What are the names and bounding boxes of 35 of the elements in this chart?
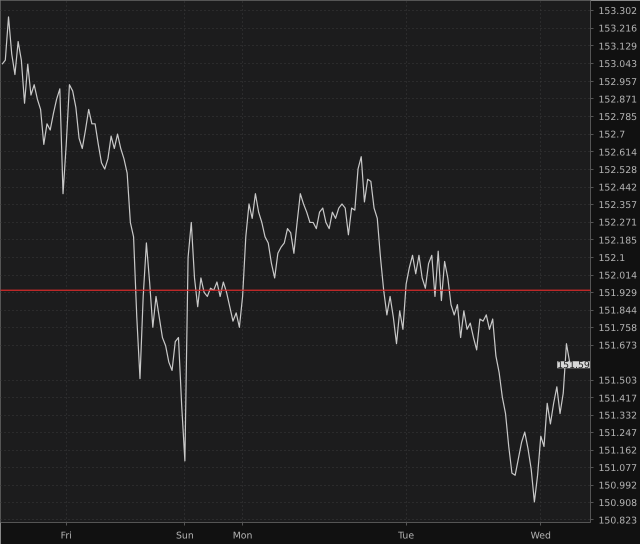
y-tick-label: 153.043 [598,59,638,70]
y-tick-label: 151.673 [598,340,638,352]
y-tick-label: 151.162 [598,446,638,457]
y-tick-label: 152.957 [598,76,638,88]
y-tick-label: 150.823 [598,515,638,526]
y-tick-label: 152.442 [598,182,638,194]
y-tick-label: 151.417 [598,393,638,404]
y-tick-label: 150.992 [598,480,638,492]
y-tick-label: 153.302 [598,6,638,17]
y-tick-label: 152.357 [598,200,638,212]
y-tick-label: 151.844 [598,306,638,316]
y-tick-label: 152.185 [598,235,638,246]
y-tick-label: 151.758 [598,323,638,334]
y-tick-label: 152.871 [598,94,638,106]
y-tick-label: 153.129 [598,41,638,52]
x-tick-label: Mon [232,530,253,542]
y-tick-label: 150.908 [598,498,638,509]
x-tick-label: Sun [176,530,194,542]
annotation: 151.59 [557,360,590,372]
y-tick-label: 151.247 [598,428,638,440]
x-tick-label: Wed [530,530,552,542]
y-tick-label: 152.271 [598,218,638,229]
y-tick-label: 152.7 [598,130,626,141]
y-tick-label: 151.503 [598,376,638,387]
y-tick-label: 151.077 [598,463,638,474]
y-tick-label: 152.614 [598,147,638,158]
y-tick-label: 152.1 [598,252,626,264]
y-tick-label: 153.216 [598,24,638,35]
y-tick-label: 152.785 [598,112,638,124]
y-tick-label: 152.528 [598,164,638,176]
x-tick-label: Fri [60,530,72,542]
y-tick-label: 152.014 [598,270,638,282]
y-tick-label: 151.929 [598,288,638,300]
x-tick-label: Tue [397,530,414,542]
y-tick-label: 151.332 [598,410,638,422]
